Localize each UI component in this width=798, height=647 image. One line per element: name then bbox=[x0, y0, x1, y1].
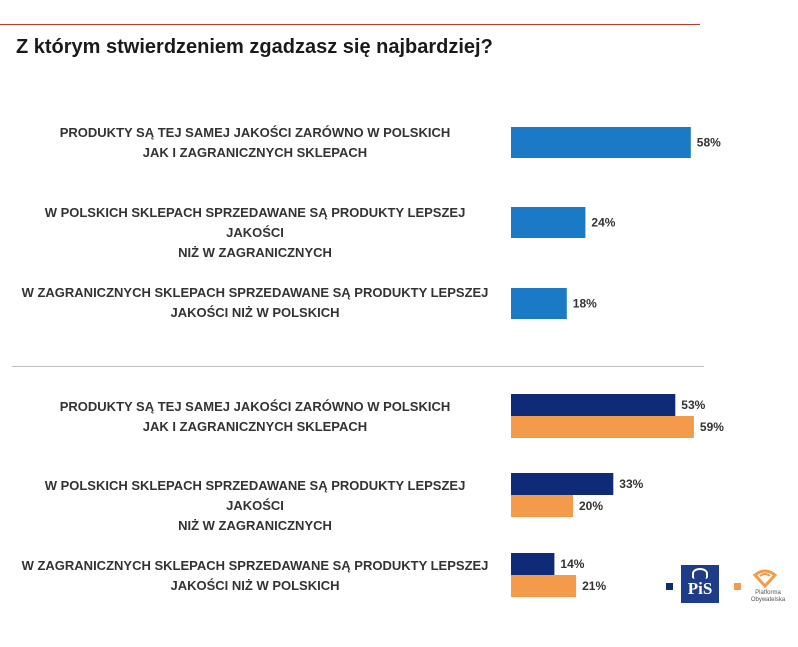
data-label: 33% bbox=[619, 477, 643, 491]
legend-swatch-po bbox=[734, 583, 741, 590]
data-label: 20% bbox=[579, 499, 603, 513]
data-label: 59% bbox=[700, 420, 724, 434]
category-label: W ZAGRANICZNYCH SKLEPACH SPRZEDAWANE SĄ … bbox=[21, 558, 489, 593]
bar bbox=[511, 495, 573, 517]
chart-title: Z którym stwierdzeniem zgadzasz się najb… bbox=[16, 36, 493, 58]
category-label: W POLSKICH SKLEPACH SPRZEDAWANE SĄ PRODU… bbox=[44, 478, 466, 533]
bar bbox=[511, 394, 676, 416]
po-logo: Platforma Obywatelska bbox=[746, 566, 786, 606]
eagle-icon bbox=[692, 568, 708, 579]
top-rule bbox=[0, 24, 700, 25]
bar bbox=[511, 288, 567, 319]
bar bbox=[511, 416, 694, 438]
data-label: 14% bbox=[560, 557, 584, 571]
data-label: 18% bbox=[573, 297, 597, 311]
data-label: 24% bbox=[591, 216, 615, 230]
category-label: PRODUKTY SĄ TEJ SAMEJ JAKOŚCI ZARÓWNO W … bbox=[59, 399, 451, 434]
category-label: PRODUKTY SĄ TEJ SAMEJ JAKOŚCI ZARÓWNO W … bbox=[59, 125, 451, 160]
category-label: W POLSKICH SKLEPACH SPRZEDAWANE SĄ PRODU… bbox=[44, 205, 466, 260]
data-label: 53% bbox=[681, 398, 705, 412]
data-label: 58% bbox=[697, 136, 721, 150]
bar bbox=[511, 553, 555, 575]
bar bbox=[511, 127, 691, 158]
bar bbox=[511, 575, 577, 597]
po-logo-text: Platforma Obywatelska bbox=[750, 590, 786, 603]
pis-logo-text: PiS bbox=[687, 579, 713, 598]
bar bbox=[511, 473, 614, 495]
data-label: 21% bbox=[582, 579, 606, 593]
legend-swatch-pis bbox=[666, 583, 673, 590]
pis-logo: PiS bbox=[681, 565, 719, 603]
section-divider bbox=[12, 366, 704, 367]
bar bbox=[511, 207, 586, 238]
po-mark-icon bbox=[752, 569, 778, 588]
category-label: W ZAGRANICZNYCH SKLEPACH SPRZEDAWANE SĄ … bbox=[21, 285, 489, 320]
